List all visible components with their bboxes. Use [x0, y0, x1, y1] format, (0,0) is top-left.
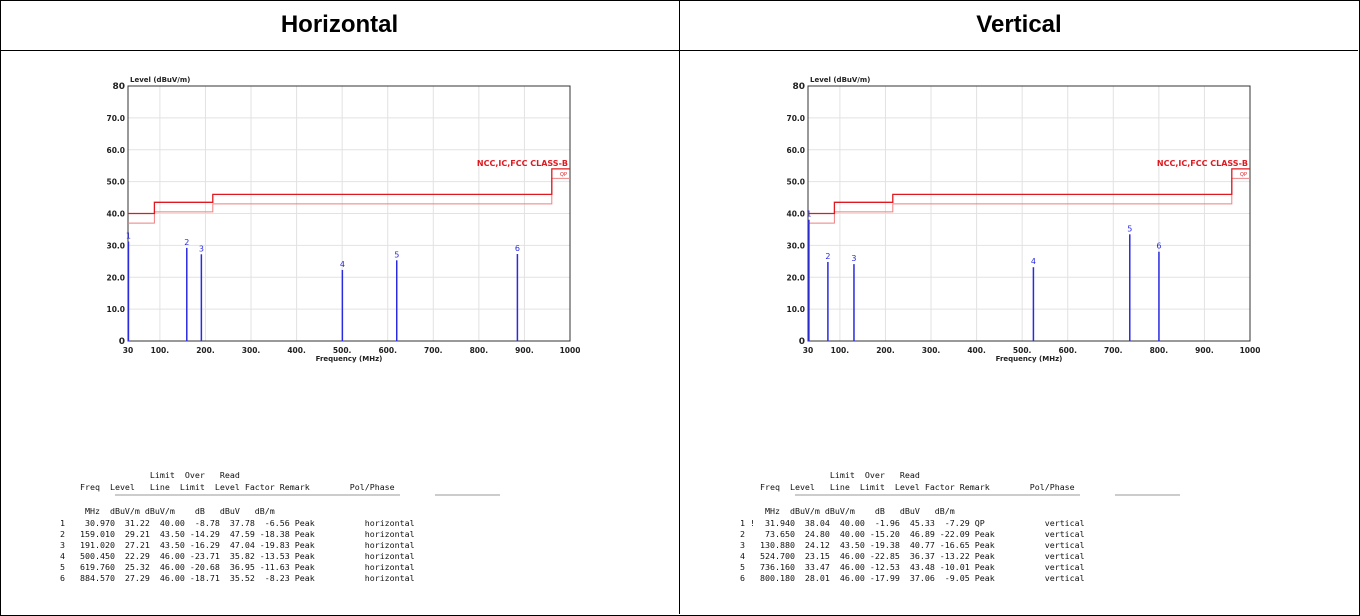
- x-tick-label: 30: [803, 346, 813, 355]
- x-tick-label: 900.: [515, 346, 534, 355]
- x-tick-label: 600.: [378, 346, 397, 355]
- peak-label-2: 2: [825, 252, 830, 261]
- peak-label-4: 4: [1031, 257, 1036, 266]
- table-row: 6 884.570 27.29 46.00 -18.71 35.52 -8.23…: [60, 573, 415, 583]
- limit-line: [808, 168, 1250, 215]
- x-tick-label: 900.: [1195, 346, 1214, 355]
- y-tick-label: 60.0: [106, 146, 125, 155]
- x-tick-label: 300.: [922, 346, 941, 355]
- y-tick-label: 30.0: [786, 241, 805, 250]
- y-axis-label: Level (dBuV/m): [130, 76, 190, 84]
- x-tick-label: 400.: [967, 346, 986, 355]
- y-tick-label: 50.0: [106, 178, 125, 187]
- x-tick-label: 800.: [1150, 346, 1169, 355]
- x-tick-label: 200.: [196, 346, 215, 355]
- limit-label: NCC,IC,FCC CLASS-B: [477, 159, 568, 168]
- table-header-row1: Limit Over Read: [60, 470, 240, 480]
- y-tick-label: 40.0: [106, 210, 125, 219]
- x-tick-label: 400.: [287, 346, 306, 355]
- x-tick-label: 100.: [151, 346, 170, 355]
- table-row: 2 159.010 29.21 43.50 -14.29 47.59 -18.3…: [60, 529, 415, 539]
- peak-label-3: 3: [199, 244, 204, 253]
- y-tick-label: 80: [792, 82, 805, 92]
- peak-label-6: 6: [1156, 242, 1161, 251]
- limit-qp-label: QP: [1240, 172, 1247, 178]
- peak-label-1: 1: [806, 210, 811, 219]
- y-tick-label: 70.0: [106, 114, 125, 123]
- peak-label-5: 5: [394, 250, 399, 259]
- x-tick-label: 800.: [470, 346, 489, 355]
- x-tick-label: 30: [123, 346, 133, 355]
- limit-line: [128, 168, 570, 215]
- y-tick-label: 80: [112, 82, 125, 92]
- table-row: 5 619.760 25.32 46.00 -20.68 36.95 -11.6…: [60, 562, 415, 572]
- y-tick-label: 70.0: [786, 114, 805, 123]
- x-tick-label: 300.: [242, 346, 261, 355]
- table-row: 3 130.880 24.12 43.50 -19.38 40.77 -16.6…: [740, 540, 1085, 550]
- panel-title-horizontal: Horizontal: [0, 0, 679, 51]
- x-tick-label: 700.: [1104, 346, 1123, 355]
- table-row: 1 ! 31.940 38.04 40.00 -1.96 45.33 -7.29…: [740, 518, 1085, 528]
- panel-divider: [679, 0, 680, 614]
- margin-line: [128, 177, 570, 224]
- table-row: 2 73.650 24.80 40.00 -15.20 46.89 -22.09…: [740, 529, 1085, 539]
- x-tick-label: 700.: [424, 346, 443, 355]
- peak-label-3: 3: [851, 254, 856, 263]
- x-tick-label: 100.: [831, 346, 850, 355]
- peak-label-2: 2: [184, 238, 189, 247]
- y-tick-label: 20.0: [106, 273, 125, 282]
- y-tick-label: 40.0: [786, 210, 805, 219]
- x-tick-label: 1000: [560, 346, 580, 355]
- y-tick-label: 50.0: [786, 178, 805, 187]
- x-tick-label: 1000: [1240, 346, 1260, 355]
- y-tick-label: 60.0: [786, 146, 805, 155]
- x-axis-label: Frequency (MHz): [316, 355, 383, 363]
- horizontal-emission-chart: 0 10.0 20.0 30.0 40.0 50.0 60.0 70.0 80 30 100. 200…: [106, 76, 580, 363]
- margin-line: [808, 177, 1250, 224]
- panel-title-vertical: Vertical: [680, 0, 1358, 51]
- y-tick-label: 10.0: [106, 305, 125, 314]
- x-tick-label: 500.: [1013, 346, 1032, 355]
- peak-label-1: 1: [126, 231, 131, 240]
- y-axis-label: Level (dBuV/m): [810, 76, 870, 84]
- table-row: 4 524.700 23.15 46.00 -22.85 36.37 -13.2…: [740, 551, 1085, 561]
- table-row: 6 800.180 28.01 46.00 -17.99 37.06 -9.05…: [740, 573, 1085, 583]
- table-header-row1: Limit Over Read: [740, 470, 920, 480]
- x-tick-label: 200.: [876, 346, 895, 355]
- vertical-results-table: Limit Over Read Freq Level Line Limit Le…: [740, 470, 1180, 583]
- table-row: 4 500.450 22.29 46.00 -23.71 35.82 -13.5…: [60, 551, 415, 561]
- table-units-row: MHz dBuV/m dBuV/m dB dBuV dB/m: [740, 506, 955, 516]
- table-header-row2: Freq Level Line Limit Level Factor Remar…: [60, 482, 395, 492]
- table-units-row: MHz dBuV/m dBuV/m dB dBuV dB/m: [60, 506, 275, 516]
- peak-label-5: 5: [1127, 224, 1132, 233]
- x-tick-label: 500.: [333, 346, 352, 355]
- y-tick-label: 0: [799, 337, 805, 347]
- peak-label-4: 4: [340, 260, 345, 269]
- horizontal-results-table: Limit Over Read Freq Level Line Limit Le…: [60, 470, 500, 583]
- table-row: 3 191.020 27.21 43.50 -16.29 47.04 -19.8…: [60, 540, 415, 550]
- limit-qp-label: QP: [560, 172, 567, 178]
- table-header-row2: Freq Level Line Limit Level Factor Remar…: [740, 482, 1075, 492]
- y-tick-label: 0: [119, 337, 125, 347]
- x-axis-label: Frequency (MHz): [996, 355, 1063, 363]
- limit-label: NCC,IC,FCC CLASS-B: [1157, 159, 1248, 168]
- y-tick-label: 30.0: [106, 241, 125, 250]
- y-tick-label: 20.0: [786, 273, 805, 282]
- x-tick-label: 600.: [1058, 346, 1077, 355]
- y-tick-label: 10.0: [786, 305, 805, 314]
- table-row: 5 736.160 33.47 46.00 -12.53 43.48 -10.0…: [740, 562, 1085, 572]
- table-row: 1 30.970 31.22 40.00 -8.78 37.78 -6.56 P…: [60, 518, 415, 528]
- peak-label-6: 6: [515, 244, 520, 253]
- vertical-emission-chart: 0 10.0 20.0 30.0 40.0 50.0 60.0 70.0 80 30 100. 200…: [786, 76, 1260, 363]
